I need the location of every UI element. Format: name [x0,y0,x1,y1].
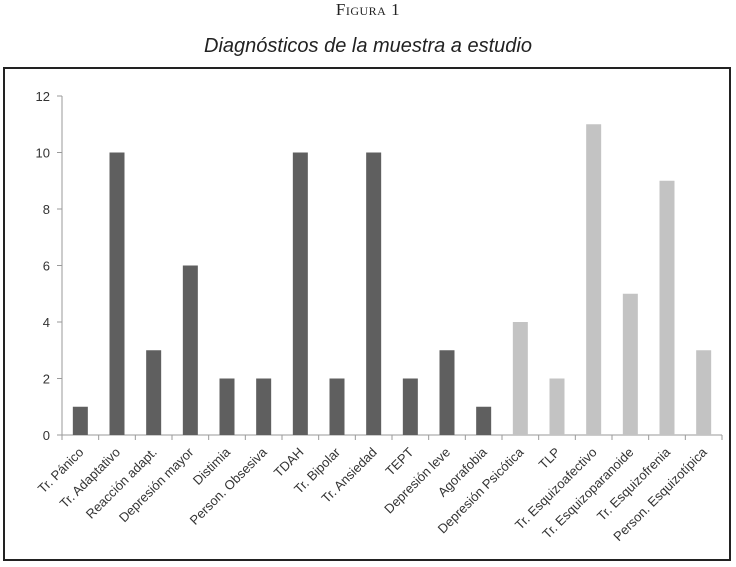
x-category-label: TEPT [382,444,416,478]
bar [182,265,198,435]
figure-label: Figura 1 [335,0,401,19]
y-tick-label: 10 [36,146,50,161]
y-tick-label: 12 [36,89,50,104]
bar [439,350,455,435]
bar [402,378,418,435]
bar [659,180,675,435]
y-tick-label: 4 [43,315,50,330]
bar [622,293,638,435]
bar [586,124,602,435]
y-tick-label: 2 [43,372,50,387]
chart-frame: 0 2 4 6 8 10 12 Tr. Pánico Tr. Adaptativo Reacció… [3,67,731,561]
bar [146,350,162,435]
bar [696,350,712,435]
bar [292,152,308,435]
x-category-label: TLP [536,445,563,472]
bar [549,378,565,435]
bar [476,406,492,435]
y-tick-label: 8 [43,202,50,217]
bar [366,152,382,435]
bar [329,378,345,435]
y-tick-label: 6 [43,259,50,274]
bar [512,322,528,435]
bar [109,152,125,435]
bar [256,378,272,435]
bar [219,378,235,435]
y-tick-label: 0 [43,428,50,443]
bar [72,406,88,435]
figure-title: Diagnósticos de la muestra a estudio [204,35,532,57]
